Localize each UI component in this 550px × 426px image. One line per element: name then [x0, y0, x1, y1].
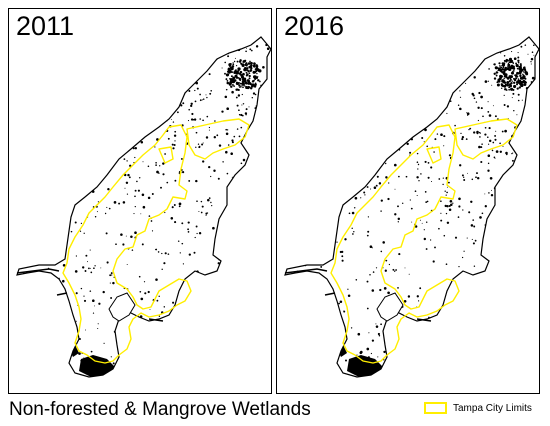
map-panel-2011: 2011 [8, 8, 272, 394]
panel-year-label: 2011 [16, 11, 75, 41]
map-panel-2016: 2016 [276, 8, 540, 394]
county-boundary [16, 36, 271, 378]
tampa-city-limits [62, 118, 250, 364]
bay-inlet [376, 292, 404, 322]
wetlands-map [16, 36, 271, 378]
map-caption: Non-forested & Mangrove Wetlands [9, 399, 311, 420]
shipping-channel [284, 268, 432, 322]
county-area [285, 37, 539, 377]
county-boundary [284, 36, 539, 378]
bay-inlet [108, 292, 136, 322]
legend-label-city-limits: Tampa City Limits [453, 402, 532, 414]
legend-swatch-city-limits [424, 402, 447, 414]
map-legend: Tampa City Limits [424, 402, 532, 414]
panel-year-label: 2016 [284, 11, 345, 41]
shipping-channel [16, 268, 164, 322]
wetlands-map [284, 36, 539, 378]
tampa-city-limits [330, 118, 518, 364]
